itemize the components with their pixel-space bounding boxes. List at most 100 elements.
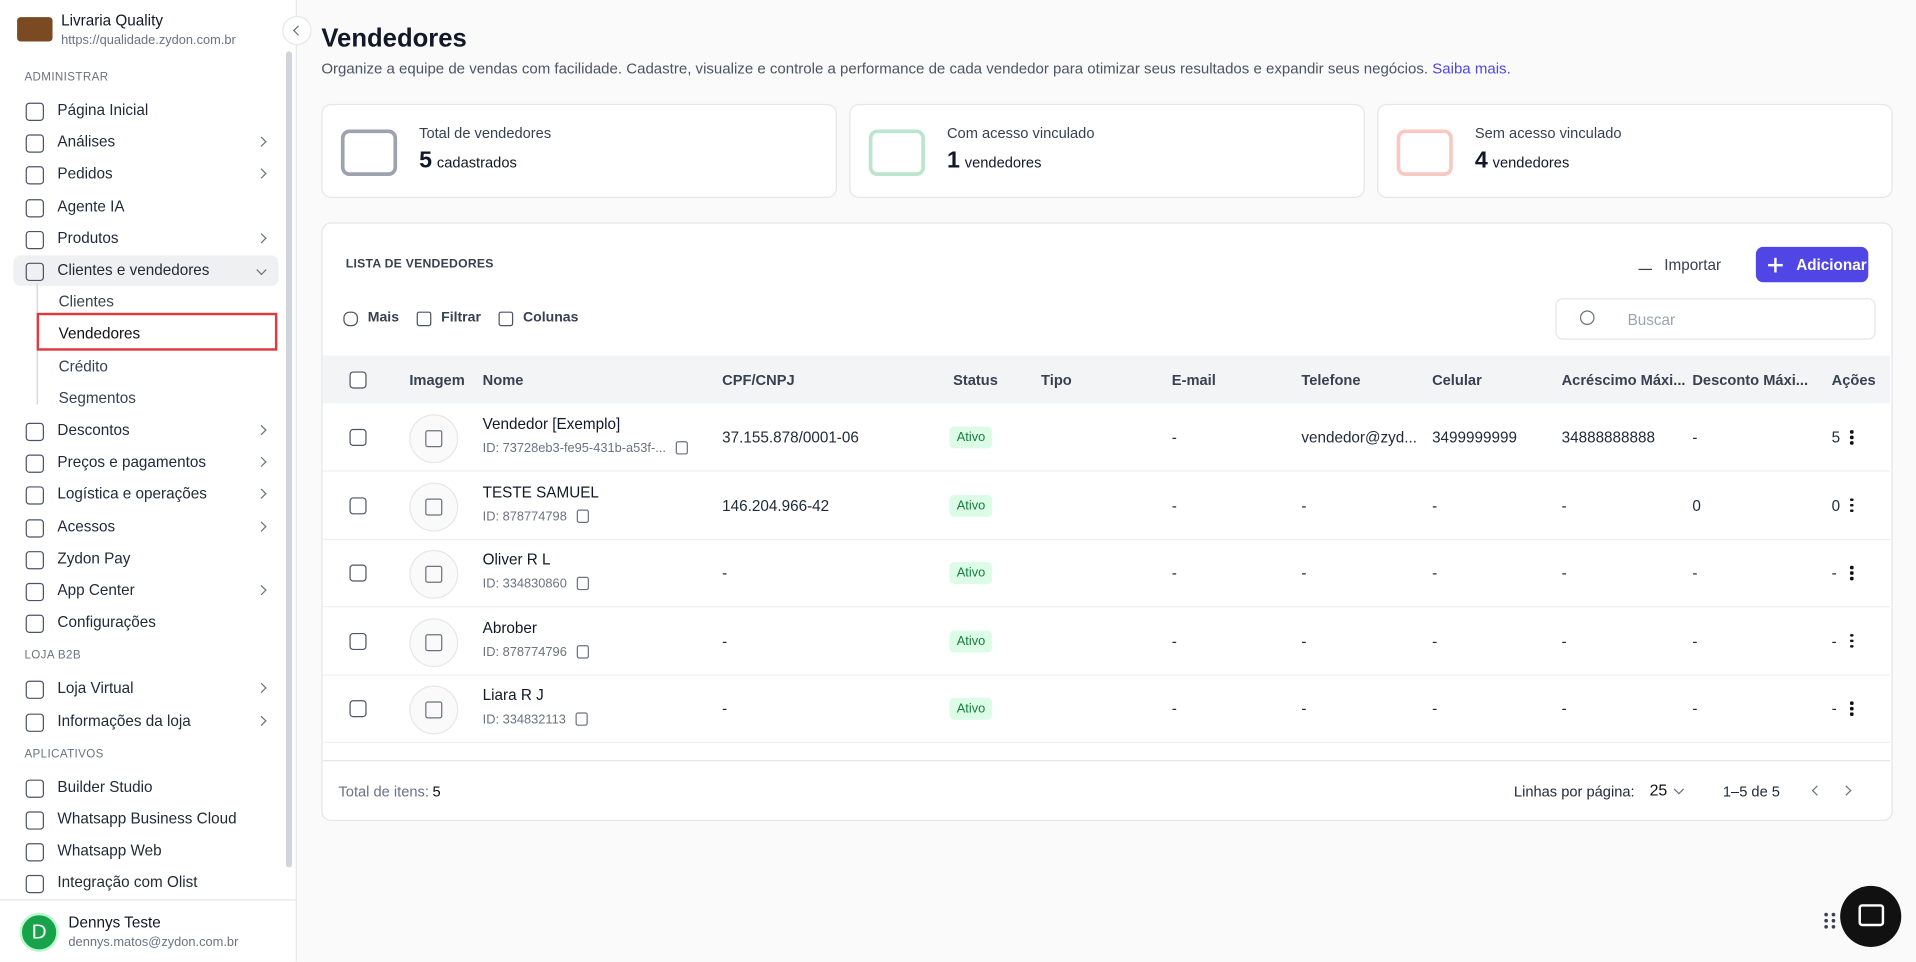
active-item-bg xyxy=(13,255,279,286)
row-checkbox[interactable] xyxy=(349,700,367,718)
nav-icon xyxy=(25,262,44,282)
nav-subitem[interactable]: Clientes xyxy=(58,293,114,311)
row-actions[interactable] xyxy=(1849,633,1854,637)
user-avatar[interactable]: D xyxy=(19,912,59,952)
row-checkbox[interactable] xyxy=(349,632,367,650)
cell-telefone: - xyxy=(1432,564,1438,582)
copy-icon[interactable] xyxy=(575,712,588,727)
column-header: Tipo xyxy=(1041,371,1072,389)
row-divider xyxy=(322,742,1891,744)
column-header: E-mail xyxy=(1171,371,1216,389)
row-divider xyxy=(322,674,1891,676)
cell-tipo: - xyxy=(1171,700,1177,718)
seller-name[interactable]: Liara R J xyxy=(482,687,544,705)
nav-item[interactable]: Análises xyxy=(57,133,116,151)
copy-icon[interactable] xyxy=(576,644,589,659)
copy-icon[interactable] xyxy=(576,509,589,523)
column-header: Imagem xyxy=(409,371,465,389)
toolbar-button[interactable]: Mais xyxy=(367,310,400,326)
cell-email: - xyxy=(1301,496,1307,514)
search-placeholder: Buscar xyxy=(1627,311,1676,329)
nav-icon xyxy=(25,134,44,153)
avatar-placeholder xyxy=(409,550,459,599)
add-button[interactable]: Adicionar xyxy=(1755,246,1869,283)
nav-icon xyxy=(25,486,44,506)
nav-icon xyxy=(25,518,44,538)
row-checkbox[interactable] xyxy=(349,564,367,582)
sidebar: Livraria Quality https://qualidade.zydon… xyxy=(0,0,297,962)
nav-item[interactable]: Preços e pagamentos xyxy=(57,453,207,471)
row-actions[interactable] xyxy=(1849,565,1854,570)
seller-name[interactable]: Vendedor [Exemplo] xyxy=(482,415,621,433)
search-icon xyxy=(1579,310,1595,326)
row-actions[interactable] xyxy=(1849,701,1854,705)
cell-desconto: - xyxy=(1831,700,1837,718)
header-checkbox[interactable] xyxy=(349,371,367,389)
cell-celular: - xyxy=(1561,496,1567,514)
seller-name[interactable]: Oliver R L xyxy=(482,551,551,569)
nav-item[interactable]: Produtos xyxy=(57,229,119,247)
nav-item[interactable]: Integração com Olist xyxy=(57,874,198,892)
nav-icon xyxy=(25,713,44,732)
scrollbar xyxy=(285,51,293,868)
rows-per-page[interactable]: 25 xyxy=(1649,780,1668,800)
page-description: Organize a equipe de vendas com facilida… xyxy=(321,59,1429,77)
toolbar-icon xyxy=(498,311,514,327)
seller-name[interactable]: TESTE SAMUEL xyxy=(482,483,599,501)
seller-name[interactable]: Abrober xyxy=(482,619,538,637)
nav-icon xyxy=(25,454,44,474)
stat-card xyxy=(849,103,1365,198)
nav-item[interactable]: Informações da loja xyxy=(57,711,191,729)
nav-item[interactable]: Descontos xyxy=(57,421,130,439)
row-checkbox[interactable] xyxy=(349,496,367,514)
learn-more-link[interactable]: Saiba mais. xyxy=(1432,59,1511,77)
cell-celular: - xyxy=(1561,564,1567,582)
nav-icon xyxy=(25,550,44,570)
nav-icon xyxy=(25,166,44,185)
nav-item[interactable]: Zydon Pay xyxy=(57,549,131,567)
section-title: LOJA B2B xyxy=(24,649,81,663)
toolbar-button[interactable]: Filtrar xyxy=(441,310,481,326)
row-actions[interactable] xyxy=(1849,498,1854,502)
nav-item[interactable]: Whatsapp Web xyxy=(57,842,162,860)
nav-item[interactable]: Configurações xyxy=(57,613,156,631)
nav-item[interactable]: Loja Virtual xyxy=(57,679,134,697)
chevron xyxy=(256,584,267,596)
nav-item[interactable]: Agente IA xyxy=(57,197,125,215)
cell-acrescimo: - xyxy=(1692,428,1698,446)
nav-item[interactable]: Clientes e vendedores xyxy=(57,261,210,279)
nav-subitem[interactable]: Segmentos xyxy=(58,389,136,407)
nav-item[interactable]: Whatsapp Business Cloud xyxy=(57,810,237,828)
stat-value-line: 1 vendedores xyxy=(947,148,1041,175)
nav-item[interactable]: App Center xyxy=(57,581,135,599)
status-badge: Ativo xyxy=(949,698,993,721)
toolbar-icon xyxy=(416,311,432,327)
toolbar-button[interactable]: Colunas xyxy=(522,310,579,326)
search-box[interactable]: Buscar xyxy=(1555,298,1876,340)
copy-icon[interactable] xyxy=(576,576,589,591)
status-badge: Ativo xyxy=(949,562,993,585)
nav-item[interactable]: Pedidos xyxy=(57,165,113,183)
nav-item[interactable]: Logística e operações xyxy=(57,485,207,503)
import-button[interactable]: Importar xyxy=(1664,256,1722,274)
nav-item[interactable]: Acessos xyxy=(57,517,116,535)
row-checkbox[interactable] xyxy=(349,428,367,446)
cell-email: vendedor@zyd... xyxy=(1301,428,1418,446)
cell-acrescimo: - xyxy=(1692,564,1698,582)
cell-cpf: - xyxy=(722,632,728,650)
nav-item[interactable]: Builder Studio xyxy=(57,778,153,796)
avatar-placeholder xyxy=(409,618,459,667)
nav-subitem[interactable]: Crédito xyxy=(58,357,108,375)
collapse-button[interactable] xyxy=(282,15,312,46)
copy-icon[interactable] xyxy=(675,441,688,455)
chat-button[interactable] xyxy=(1840,885,1902,947)
nav-subitem[interactable]: Vendedores xyxy=(58,325,141,343)
column-header: Ações xyxy=(1831,371,1876,389)
section-title: ADMINISTRAR xyxy=(24,70,109,85)
row-actions[interactable] xyxy=(1849,430,1854,434)
cell-telefone: - xyxy=(1432,700,1438,718)
nav-item[interactable]: Página Inicial xyxy=(57,101,149,119)
nav-icon xyxy=(25,875,44,894)
cell-tipo: - xyxy=(1171,564,1177,582)
